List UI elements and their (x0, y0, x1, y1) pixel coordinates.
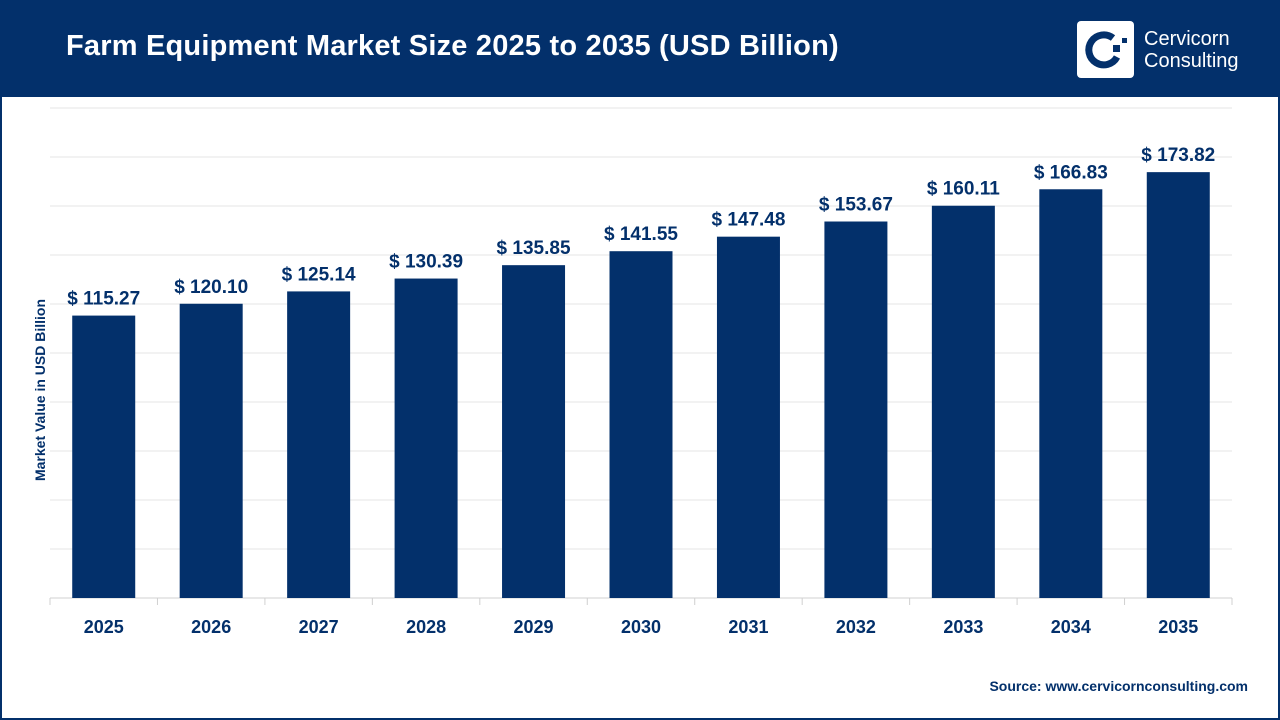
data-label: $ 125.14 (282, 264, 356, 285)
bar-2027 (287, 291, 351, 598)
x-tick-label: 2025 (84, 617, 124, 637)
x-tick-label: 2027 (299, 617, 339, 637)
x-tick-label: 2034 (1051, 617, 1091, 637)
x-tick-label: 2035 (1158, 617, 1198, 637)
bar-2033 (931, 205, 995, 598)
data-label: $ 153.67 (819, 195, 893, 216)
bar-2035 (1146, 172, 1210, 599)
x-tick-label: 2033 (943, 617, 983, 637)
bar-2032 (824, 221, 888, 599)
chart-title: Farm Equipment Market Size 2025 to 2035 … (66, 30, 839, 62)
logo-text: Cervicorn Consulting (1144, 28, 1239, 72)
bar-2029 (502, 265, 566, 598)
data-label: $ 130.39 (389, 252, 463, 273)
bar-2025 (72, 315, 136, 598)
data-label: $ 173.82 (1141, 145, 1215, 166)
bar-2031 (716, 236, 780, 598)
bar-2028 (394, 278, 458, 598)
x-tick-label: 2032 (836, 617, 876, 637)
bar-2026 (179, 303, 243, 598)
x-tick-label: 2029 (514, 617, 554, 637)
x-tick-label: 2028 (406, 617, 446, 637)
logo-mark-icon (1077, 21, 1134, 78)
x-tick-label: 2026 (191, 617, 231, 637)
header-banner: Farm Equipment Market Size 2025 to 2035 … (0, 0, 1280, 97)
data-label: $ 115.27 (67, 289, 140, 310)
source-text: Source: www.cervicornconsulting.com (989, 678, 1248, 694)
cervicorn-logo: Cervicorn Consulting (1077, 21, 1239, 78)
data-label: $ 120.10 (174, 277, 248, 298)
data-label: $ 135.85 (497, 238, 571, 259)
data-label: $ 166.83 (1034, 162, 1108, 183)
data-label: $ 147.48 (711, 210, 785, 231)
logo-line1: Cervicorn (1144, 27, 1230, 50)
bar-2034 (1039, 189, 1103, 599)
data-label: $ 141.55 (604, 224, 678, 245)
bar-2030 (609, 251, 673, 598)
x-tick-label: 2030 (621, 617, 661, 637)
data-label: $ 160.11 (927, 179, 1000, 200)
logo-line2: Consulting (1144, 49, 1239, 72)
x-tick-label: 2031 (728, 617, 768, 637)
